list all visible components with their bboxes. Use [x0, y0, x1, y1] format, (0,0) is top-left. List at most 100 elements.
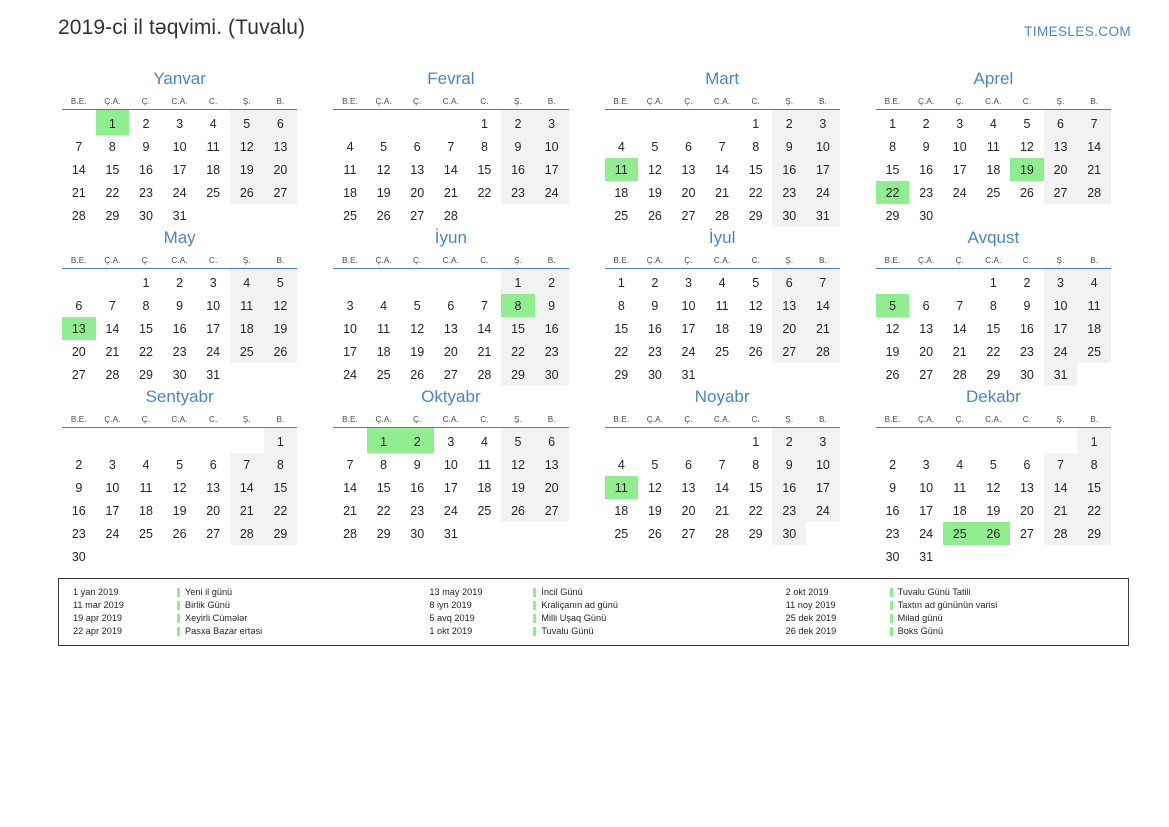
day-cell[interactable]: 21	[806, 317, 840, 340]
day-cell[interactable]: 22	[376, 503, 391, 518]
day-cell-holiday[interactable]: 2	[400, 427, 435, 453]
day-cell[interactable]: 7	[718, 139, 726, 154]
day-cell[interactable]: 21	[715, 503, 730, 518]
day-cell[interactable]: 5	[651, 457, 659, 472]
day-cell[interactable]: 26	[376, 208, 391, 223]
day-cell[interactable]: 30	[71, 549, 86, 564]
day-cell[interactable]: 24	[1043, 340, 1078, 363]
day-cell[interactable]: 17	[1043, 317, 1078, 340]
day-cell[interactable]: 3	[108, 457, 116, 472]
day-cell[interactable]: 14	[1043, 476, 1078, 499]
day-cell[interactable]: 7	[806, 268, 840, 294]
day-cell[interactable]: 13	[534, 453, 569, 476]
day-cell[interactable]: 2	[922, 116, 930, 131]
day-cell[interactable]: 22	[263, 499, 298, 522]
day-cell[interactable]: 20	[206, 503, 221, 518]
day-cell[interactable]: 15	[614, 321, 629, 336]
day-cell[interactable]: 28	[1043, 522, 1078, 545]
day-cell[interactable]: 18	[715, 321, 730, 336]
day-cell[interactable]: 15	[105, 162, 120, 177]
day-cell[interactable]: 8	[1077, 453, 1111, 476]
day-cell[interactable]: 24	[919, 526, 934, 541]
day-cell[interactable]: 20	[263, 158, 298, 181]
day-cell[interactable]: 18	[1077, 317, 1111, 340]
day-cell-holiday[interactable]: 8	[501, 294, 535, 317]
day-cell[interactable]: 26	[748, 344, 763, 359]
day-cell[interactable]: 14	[715, 162, 730, 177]
day-cell[interactable]: 4	[346, 139, 354, 154]
day-cell[interactable]: 20	[71, 344, 86, 359]
day-cell[interactable]: 5	[380, 139, 388, 154]
day-cell[interactable]: 28	[443, 208, 458, 223]
day-cell[interactable]: 24	[806, 181, 840, 204]
day-cell-holiday[interactable]: 22	[875, 181, 910, 204]
day-cell[interactable]: 2	[534, 268, 569, 294]
day-cell[interactable]: 29	[105, 208, 120, 223]
day-cell-holiday[interactable]: 26	[976, 522, 1011, 545]
day-cell[interactable]: 30	[139, 208, 153, 223]
day-cell[interactable]: 5	[752, 275, 760, 290]
day-cell[interactable]: 10	[1043, 294, 1078, 317]
day-cell[interactable]: 19	[263, 317, 298, 340]
day-cell[interactable]: 28	[715, 526, 730, 541]
day-cell[interactable]: 8	[142, 298, 150, 313]
day-cell[interactable]: 23	[139, 185, 153, 200]
day-cell[interactable]: 9	[772, 135, 807, 158]
day-cell[interactable]: 6	[534, 427, 569, 453]
day-cell[interactable]: 14	[229, 476, 264, 499]
day-cell[interactable]: 8	[752, 139, 760, 154]
day-cell[interactable]: 27	[263, 181, 298, 204]
day-cell[interactable]: 18	[986, 162, 1001, 177]
day-cell[interactable]: 21	[952, 344, 967, 359]
day-cell[interactable]: 7	[1043, 453, 1078, 476]
day-cell[interactable]: 20	[443, 344, 458, 359]
day-cell[interactable]: 29	[885, 208, 900, 223]
day-cell[interactable]: 27	[443, 367, 458, 382]
day-cell[interactable]: 13	[1019, 480, 1034, 495]
day-cell[interactable]: 9	[889, 480, 897, 495]
day-cell[interactable]: 8	[752, 457, 760, 472]
day-cell[interactable]: 21	[71, 185, 86, 200]
day-cell[interactable]: 13	[443, 321, 458, 336]
day-cell[interactable]: 11	[206, 139, 220, 154]
day-cell[interactable]: 3	[534, 109, 569, 135]
day-cell[interactable]: 1	[142, 275, 150, 290]
day-cell[interactable]: 27	[1019, 526, 1034, 541]
day-cell[interactable]: 16	[139, 162, 153, 177]
day-cell[interactable]: 14	[71, 162, 86, 177]
day-cell[interactable]: 11	[1077, 294, 1111, 317]
day-cell[interactable]: 13	[919, 321, 934, 336]
day-cell[interactable]: 18	[952, 503, 967, 518]
day-cell[interactable]: 11	[229, 294, 264, 317]
day-cell[interactable]: 4	[380, 298, 388, 313]
brand-logo[interactable]: TIMESLES.COM	[1024, 24, 1131, 39]
day-cell[interactable]: 14	[443, 162, 458, 177]
day-cell[interactable]: 24	[343, 367, 357, 382]
day-cell[interactable]: 9	[501, 135, 535, 158]
day-cell[interactable]: 29	[376, 526, 391, 541]
day-cell[interactable]: 23	[534, 340, 569, 363]
day-cell[interactable]: 30	[1019, 367, 1034, 382]
day-cell[interactable]: 12	[1019, 139, 1034, 154]
day-cell[interactable]: 22	[748, 503, 763, 518]
day-cell[interactable]: 5	[1023, 116, 1031, 131]
day-cell[interactable]: 26	[1019, 185, 1034, 200]
day-cell[interactable]: 26	[263, 340, 298, 363]
day-cell-holiday[interactable]: 5	[875, 294, 910, 317]
day-cell[interactable]: 10	[343, 321, 357, 336]
day-cell[interactable]: 25	[477, 503, 492, 518]
day-cell[interactable]: 13	[410, 162, 425, 177]
day-cell[interactable]: 2	[772, 109, 807, 135]
day-cell[interactable]: 23	[172, 344, 187, 359]
day-cell[interactable]: 4	[142, 457, 150, 472]
day-cell[interactable]: 6	[75, 298, 83, 313]
day-cell[interactable]: 4	[718, 275, 726, 290]
day-cell[interactable]: 14	[105, 321, 120, 336]
day-cell[interactable]: 6	[922, 298, 930, 313]
day-cell[interactable]: 14	[715, 480, 730, 495]
day-cell[interactable]: 8	[108, 139, 116, 154]
day-cell[interactable]: 4	[989, 116, 997, 131]
day-cell[interactable]: 23	[772, 499, 807, 522]
day-cell[interactable]: 4	[617, 139, 625, 154]
day-cell[interactable]: 8	[263, 453, 298, 476]
